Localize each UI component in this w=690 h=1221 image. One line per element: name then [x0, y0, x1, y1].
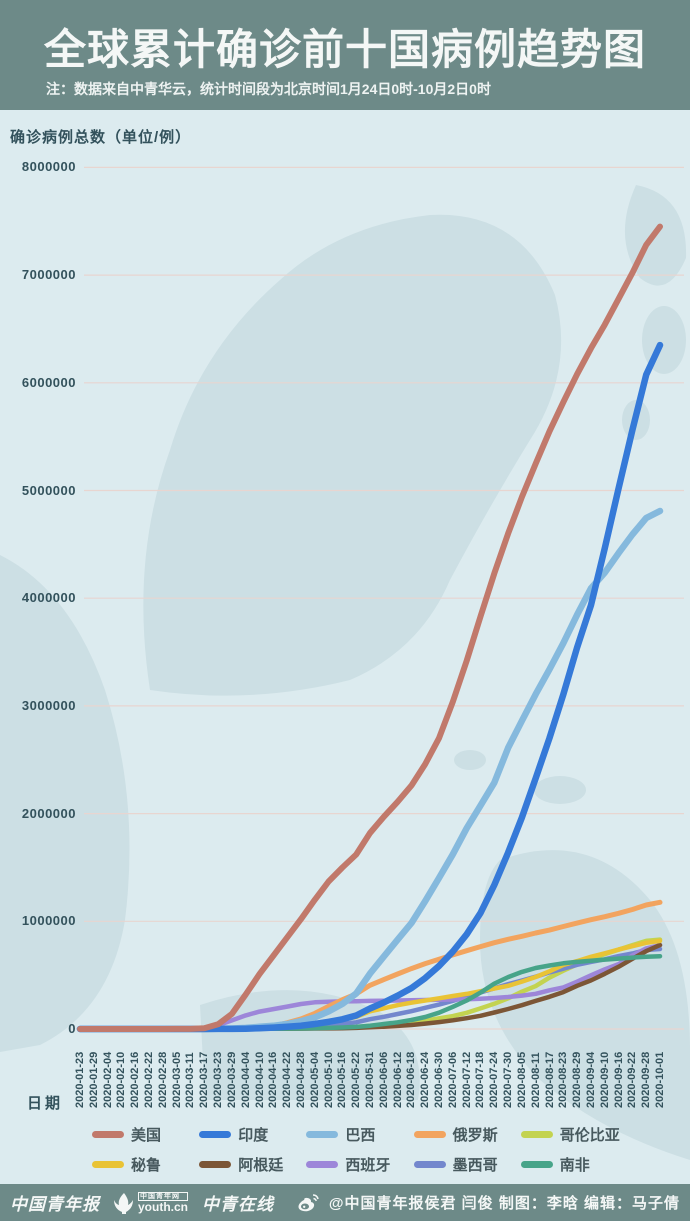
legend-item-india: 印度 [199, 1124, 300, 1145]
legend-item-spain: 西班牙 [306, 1154, 407, 1175]
legend-swatch-usa [92, 1131, 124, 1138]
page-title: 全球累计确诊前十国病例趋势图 [44, 26, 647, 73]
youth-cn-logo-text: 中国青年网 [138, 1192, 188, 1201]
legend-item-russia: 俄罗斯 [413, 1124, 515, 1145]
legend-item-mexico: 墨西哥 [413, 1154, 515, 1175]
legend-label-india: 印度 [238, 1127, 269, 1144]
header-banner: 全球累计确诊前十国病例趋势图 注：数据来自中青华云，统计时间段为北京时间1月24… [0, 0, 690, 110]
data-source-note: 注：数据来自中青华云，统计时间段为北京时间1月24日0时-10月2日0时 [46, 81, 491, 97]
credit-text: @中国青年报侯君 闫俊 制图：李晗 编辑：马子倩 [328, 1195, 680, 1212]
cyol-logo: 中青在线 [202, 1195, 274, 1214]
legend-swatch-spain [306, 1161, 339, 1168]
cyd-newspaper-logo: 中国青年报 [10, 1195, 100, 1214]
legend-label-russia: 俄罗斯 [452, 1127, 498, 1144]
series-lines [76, 223, 664, 1033]
legend-swatch-peru [92, 1161, 124, 1168]
legend-swatch-mexico [413, 1161, 446, 1168]
legend-label-colombia: 哥伦比亚 [559, 1127, 620, 1144]
legend-swatch-russia [413, 1131, 446, 1138]
legend-swatch-colombia [520, 1131, 553, 1138]
legend-label-argentina: 阿根廷 [238, 1157, 284, 1174]
series-line-usa [77, 223, 663, 1032]
dove-icon [114, 1192, 133, 1214]
footer-bar: 中国青年报 中国青年网 youth.cn 中青在线 @中国青年报侯君 闫俊 制图… [0, 1184, 690, 1221]
legend-item-brazil: 巴西 [306, 1124, 407, 1145]
legend-swatch-southafrica [520, 1161, 553, 1168]
legend-label-southafrica: 南非 [559, 1157, 590, 1174]
legend-label-peru: 秘鲁 [131, 1157, 162, 1174]
legend-item-colombia: 哥伦比亚 [520, 1124, 622, 1145]
youth-cn-logo: 中国青年网 youth.cn [114, 1192, 188, 1214]
legend-label-spain: 西班牙 [345, 1157, 391, 1174]
legend-swatch-brazil [306, 1131, 339, 1138]
legend-item-usa: 美国 [92, 1124, 193, 1145]
world-map-watermark [0, 185, 690, 1160]
legend-item-southafrica: 南非 [520, 1154, 622, 1175]
legend-label-brazil: 巴西 [345, 1127, 376, 1144]
legend-label-mexico: 墨西哥 [452, 1157, 498, 1174]
chart-legend: 美国 印度 巴西 俄罗斯 哥伦比亚秘鲁 阿根廷 西班牙 墨西哥 南非 [92, 1124, 622, 1175]
legend-swatch-india [199, 1131, 232, 1138]
legend-item-argentina: 阿根廷 [199, 1154, 300, 1175]
legend-swatch-argentina [199, 1161, 232, 1168]
weibo-icon [298, 1193, 319, 1211]
youth-cn-logo-url: youth.cn [138, 1200, 188, 1214]
legend-item-peru: 秘鲁 [92, 1154, 193, 1175]
legend-label-usa: 美国 [131, 1127, 162, 1144]
